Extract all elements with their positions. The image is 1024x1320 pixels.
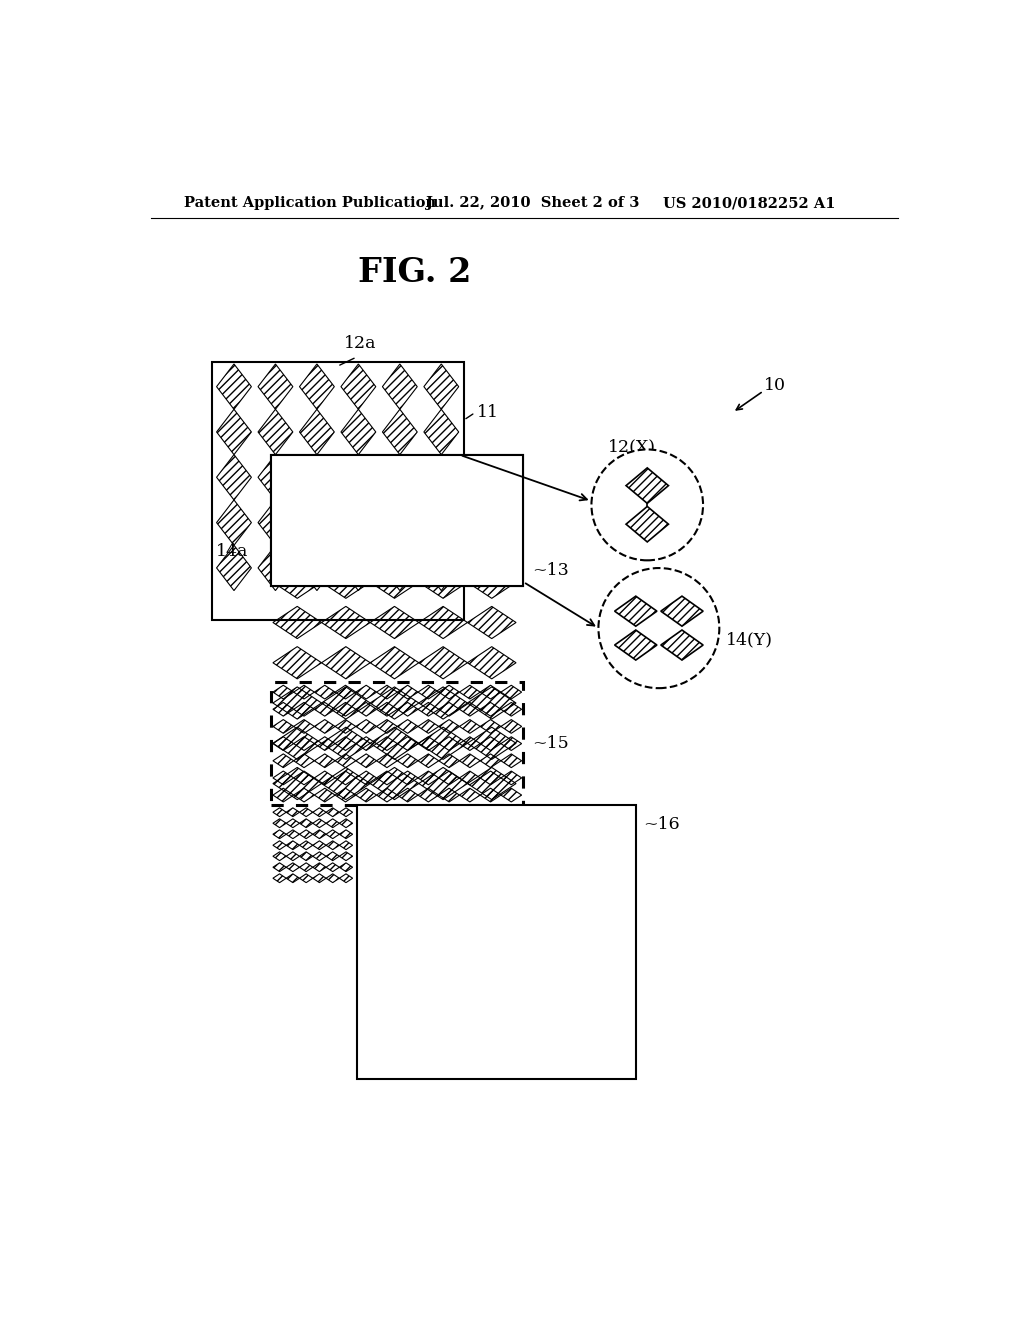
Text: 12a: 12a xyxy=(344,335,377,352)
Bar xyxy=(271,455,523,586)
Bar xyxy=(212,363,464,620)
Bar xyxy=(271,682,523,805)
Text: 14(Y): 14(Y) xyxy=(726,631,772,648)
Text: 12(X): 12(X) xyxy=(608,438,655,455)
Text: Patent Application Publication: Patent Application Publication xyxy=(183,197,436,210)
Text: 14a: 14a xyxy=(216,543,248,560)
Bar xyxy=(271,455,523,586)
Text: 11: 11 xyxy=(477,404,499,421)
Text: US 2010/0182252 A1: US 2010/0182252 A1 xyxy=(663,197,836,210)
Text: ~16: ~16 xyxy=(643,816,680,833)
Text: ~15: ~15 xyxy=(532,735,569,752)
Text: FIG. 2: FIG. 2 xyxy=(358,256,471,289)
Bar xyxy=(356,805,636,1078)
Text: 10: 10 xyxy=(764,378,785,395)
Circle shape xyxy=(592,449,703,560)
Circle shape xyxy=(598,568,719,688)
Text: Jul. 22, 2010  Sheet 2 of 3: Jul. 22, 2010 Sheet 2 of 3 xyxy=(426,197,640,210)
Text: ~13: ~13 xyxy=(532,562,569,579)
